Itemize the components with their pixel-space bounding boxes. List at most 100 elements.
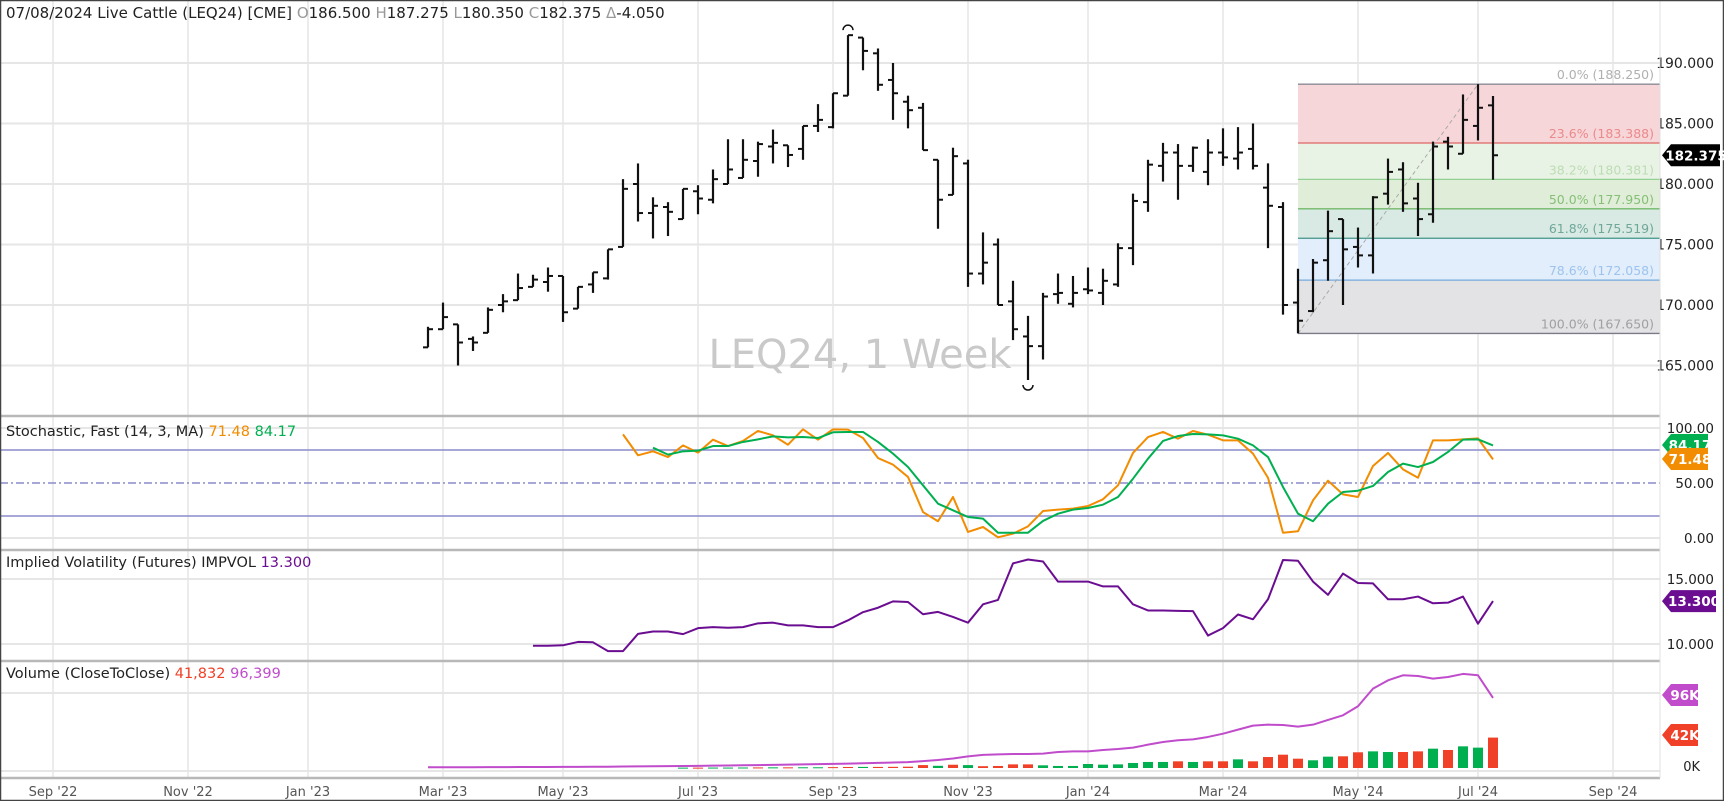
- implied-vol-legend[interactable]: Implied Volatility (Futures) IMPVOL 13.3…: [6, 555, 311, 571]
- volume-bar: [1338, 756, 1348, 768]
- price-bar: [1113, 243, 1123, 287]
- volume-bar: [1383, 752, 1393, 768]
- price-bar: [1098, 268, 1108, 305]
- fib-trend-line[interactable]: [1297, 83, 1479, 334]
- price-bar: [873, 48, 883, 91]
- implied-vol-line[interactable]: [533, 558, 1494, 653]
- volume-tag-label: 42K: [1670, 728, 1700, 744]
- price-bar: [513, 273, 523, 302]
- volume-bar: [1278, 754, 1288, 768]
- volume-legend[interactable]: Volume (CloseToClose) 41,832 96,399: [6, 666, 281, 682]
- price-bar: [888, 63, 898, 120]
- volume-title: Volume (CloseToClose): [6, 666, 171, 682]
- volume-bar: [1008, 764, 1018, 768]
- volume-bar: [918, 765, 928, 768]
- price-bar: [1263, 163, 1273, 249]
- volume-bar: [1413, 751, 1423, 768]
- implied-vol-value: 13.300: [260, 555, 312, 571]
- volume-bar: [768, 767, 778, 769]
- price-bar: [1428, 141, 1438, 223]
- price-bar: [1338, 218, 1348, 305]
- fib-level-label: 23.6% (183.388): [1549, 126, 1654, 141]
- x-tick-label: Nov '22: [163, 785, 213, 800]
- last-price-tag-label: 182.375: [1665, 148, 1724, 164]
- volume-bar: [1248, 761, 1258, 768]
- volume-bar: [948, 764, 958, 768]
- high-label: H: [375, 4, 387, 22]
- price-bar: [528, 274, 538, 288]
- price-bar: [633, 163, 643, 222]
- fib-level-label: 38.2% (180.381): [1549, 162, 1654, 177]
- price-bar: [963, 159, 973, 287]
- fib-zone: [1298, 143, 1660, 180]
- volume-value: 41,832: [174, 666, 226, 682]
- implied-vol-tag: [1662, 590, 1716, 613]
- price-bar: [1398, 162, 1408, 212]
- price-bar: [738, 139, 748, 179]
- stochastic-k-tag-label: 71.48: [1669, 452, 1712, 468]
- price-bar: [678, 187, 688, 221]
- high-value: 187.275: [386, 4, 449, 22]
- legend-instrument: Live Cattle (LEQ24) [CME]: [97, 4, 293, 22]
- price-axis-label: 180.000: [1656, 177, 1714, 193]
- price-bar: [1278, 202, 1288, 315]
- volume-avg-tag: [1662, 684, 1698, 706]
- price-bar: [1173, 144, 1183, 200]
- volume-bar: [1158, 761, 1168, 768]
- x-tick-label: Sep '23: [809, 785, 858, 800]
- x-tick-label: Jul '23: [677, 785, 718, 800]
- price-bar: [1188, 146, 1198, 172]
- x-tick-label: Mar '23: [419, 785, 468, 800]
- price-bar: [798, 124, 808, 160]
- fib-level-label: 61.8% (175.519): [1549, 221, 1654, 236]
- price-bar: [858, 36, 868, 71]
- price-bar: [828, 92, 838, 129]
- stochastic-k-line[interactable]: [622, 428, 1494, 539]
- volume-bar: [1263, 757, 1273, 768]
- volume-average-line[interactable]: [428, 672, 1494, 769]
- price-axis-label: 165.000: [1656, 359, 1714, 375]
- volume-avg-value: 96,399: [230, 666, 281, 682]
- price-bar: [423, 326, 433, 349]
- price-bar: [1053, 273, 1063, 304]
- price-bar: [558, 274, 568, 322]
- price-bar: [1128, 193, 1138, 266]
- price-bar: [1443, 136, 1453, 170]
- price-bar: [648, 197, 658, 239]
- stochastic-axis-label: 50.00: [1675, 476, 1714, 492]
- volume-bar: [888, 766, 898, 768]
- stochastic-d-line[interactable]: [652, 430, 1494, 534]
- fib-level-label: 0.0% (188.250): [1557, 67, 1654, 82]
- price-bar: [483, 307, 493, 334]
- volume-bar: [1443, 749, 1453, 768]
- price-bar: [543, 267, 553, 292]
- price-bar: [438, 302, 448, 331]
- price-bar: [768, 129, 778, 164]
- low-value: 180.350: [461, 4, 524, 22]
- stochastic-k-value: 71.48: [208, 424, 250, 440]
- fib-zone: [1298, 179, 1660, 209]
- volume-axis-label: 0K: [1683, 760, 1700, 775]
- price-bar: [1248, 123, 1258, 170]
- price-bar: [618, 179, 628, 248]
- change-value: -4.050: [616, 4, 665, 22]
- volume-bar: [693, 767, 703, 769]
- close-value: 182.375: [539, 4, 602, 22]
- high-marker-icon: [842, 24, 854, 31]
- price-bar: [1293, 268, 1303, 334]
- stochastic-legend[interactable]: Stochastic, Fast (14, 3, MA) 71.48 84.17: [6, 424, 296, 440]
- price-bar: [1143, 159, 1153, 212]
- price-bar: [843, 34, 853, 97]
- price-bar: [1068, 275, 1078, 308]
- volume-bar: [813, 767, 823, 769]
- last-price-tag: [1662, 144, 1720, 167]
- x-tick-label: Jan '23: [285, 785, 330, 800]
- implied-vol-title: Implied Volatility (Futures) IMPVOL: [6, 555, 256, 571]
- iv-axis-label: 10.000: [1667, 637, 1714, 653]
- price-bar: [663, 202, 673, 237]
- price-bar: [453, 323, 463, 366]
- volume-bar: [843, 766, 853, 768]
- price-bar: [1233, 127, 1243, 170]
- volume-bar: [1143, 761, 1153, 768]
